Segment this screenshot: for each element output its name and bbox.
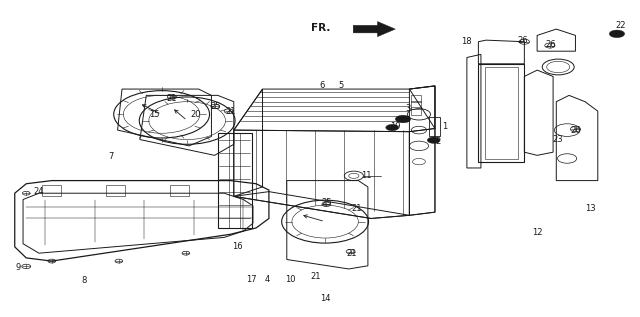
Text: 7: 7 bbox=[108, 152, 113, 161]
Text: 22: 22 bbox=[615, 22, 625, 30]
Text: 25: 25 bbox=[321, 198, 332, 207]
Text: 9: 9 bbox=[16, 263, 21, 272]
Text: 10: 10 bbox=[285, 275, 295, 284]
Text: 16: 16 bbox=[232, 243, 243, 251]
Text: 15: 15 bbox=[148, 110, 159, 119]
Text: 3: 3 bbox=[406, 104, 411, 113]
Text: 4: 4 bbox=[265, 275, 270, 284]
Text: 21: 21 bbox=[166, 94, 177, 103]
Text: 26: 26 bbox=[570, 126, 580, 135]
Text: 24: 24 bbox=[34, 187, 44, 196]
Text: 6: 6 bbox=[319, 81, 324, 90]
Text: 23: 23 bbox=[553, 135, 563, 144]
Text: 21: 21 bbox=[225, 107, 236, 116]
Text: FR.: FR. bbox=[312, 23, 331, 33]
Circle shape bbox=[609, 30, 625, 38]
Polygon shape bbox=[353, 22, 396, 37]
Text: 2: 2 bbox=[435, 137, 441, 146]
Circle shape bbox=[428, 137, 440, 143]
Text: 19: 19 bbox=[390, 122, 401, 132]
Text: 20: 20 bbox=[190, 110, 201, 119]
Text: 1: 1 bbox=[442, 122, 447, 132]
Text: 11: 11 bbox=[362, 171, 372, 180]
Text: 17: 17 bbox=[246, 275, 257, 284]
Text: 18: 18 bbox=[461, 37, 472, 46]
Text: 26: 26 bbox=[546, 40, 557, 49]
Text: 25: 25 bbox=[211, 102, 221, 111]
Text: 21: 21 bbox=[347, 249, 357, 258]
Text: 13: 13 bbox=[585, 204, 595, 213]
Circle shape bbox=[396, 115, 411, 123]
Text: 21: 21 bbox=[310, 272, 321, 281]
Text: 5: 5 bbox=[339, 81, 344, 90]
Text: 21: 21 bbox=[352, 204, 362, 213]
Text: 14: 14 bbox=[320, 294, 330, 302]
Text: 8: 8 bbox=[81, 275, 86, 285]
Circle shape bbox=[386, 124, 399, 131]
Text: 26: 26 bbox=[518, 36, 529, 45]
Text: 12: 12 bbox=[532, 228, 542, 237]
